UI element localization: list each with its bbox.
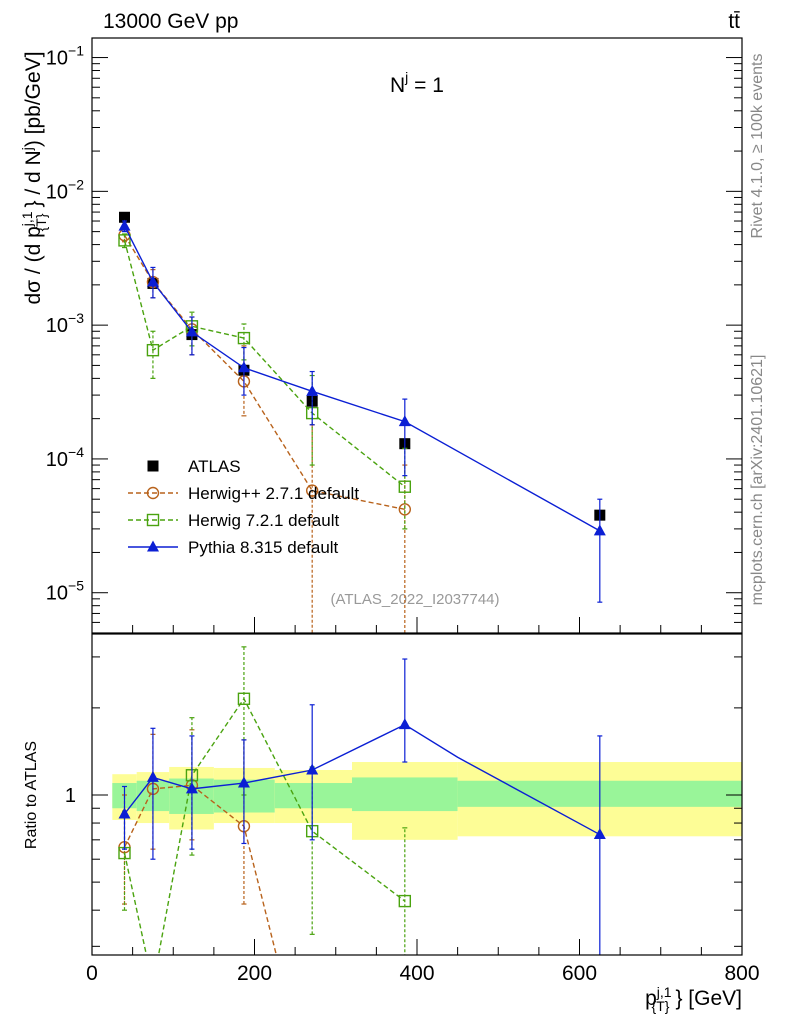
data-point <box>398 480 412 493</box>
y-tick-label: 10−2 <box>46 176 84 203</box>
data-point <box>118 219 131 231</box>
source-label: mcplots.cern.ch [arXiv:2401.10621] <box>749 355 766 606</box>
process-label: tt̄ <box>728 10 740 33</box>
nj-label: Nj = 1 <box>390 69 444 97</box>
legend-label: Herwig++ 2.7.1 default <box>188 484 359 503</box>
ratio-line <box>123 697 406 955</box>
data-point <box>593 524 606 536</box>
top-y-axis-label: dσ / (d pj,1{T}} / d Nj) [pb/GeV] <box>19 51 49 304</box>
data-point <box>146 275 159 287</box>
rivet-label: Rivet 4.1.0, ≥ 100k events <box>749 54 766 239</box>
ratio-point <box>306 763 319 775</box>
y-tick-label: 10−3 <box>46 310 84 337</box>
x-tick-label: 600 <box>562 962 597 985</box>
y-tick-label: 10−4 <box>46 444 84 471</box>
ratio-point <box>593 828 606 840</box>
ratio-y-axis-label: Ratio to ATLAS <box>23 741 40 849</box>
x-tick-label: 0 <box>86 962 98 985</box>
x-tick-label: 400 <box>399 962 434 985</box>
analysis-label: (ATLAS_2022_I2037744) <box>330 591 499 608</box>
ratio-point <box>237 692 251 705</box>
series-3 <box>118 219 606 603</box>
series-line <box>123 240 406 488</box>
legend-label: Herwig 7.2.1 default <box>188 511 339 530</box>
data-point <box>305 484 319 497</box>
ratio-point <box>146 770 159 782</box>
series-line <box>123 234 405 511</box>
ratio-line <box>123 723 601 836</box>
y-tick-label: 10−1 <box>46 43 84 70</box>
data-point <box>118 234 131 247</box>
ratio-tick-label-1: 1 <box>65 785 76 807</box>
data-point <box>306 384 319 396</box>
data-point <box>146 343 160 357</box>
ratio-point <box>185 782 198 794</box>
legend-label: ATLAS <box>188 457 241 476</box>
ratio-band-green <box>352 777 458 812</box>
ratio-point <box>118 807 131 819</box>
data-point <box>119 211 130 223</box>
ratio-point <box>398 894 412 908</box>
data-point <box>237 361 250 373</box>
x-tick-label: 200 <box>237 962 272 985</box>
data-point <box>185 325 198 337</box>
legend-label: Pythia 8.315 default <box>188 538 339 557</box>
legend-marker <box>147 540 159 552</box>
data-point <box>237 331 251 345</box>
legend-marker <box>146 486 160 500</box>
ratio-point <box>398 718 411 730</box>
legend-marker <box>146 513 160 527</box>
ratio-series-2 <box>118 658 606 955</box>
ratio-band-green <box>274 783 352 809</box>
energy-label: 13000 GeV pp <box>103 10 238 33</box>
x-axis-label: pj,1 {T}} [GeV] <box>645 984 742 1014</box>
ratio-point <box>237 776 250 788</box>
y-tick-label: 10−5 <box>46 578 84 605</box>
legend-marker <box>147 460 159 472</box>
x-tick-label: 800 <box>724 962 759 985</box>
data-point <box>398 415 411 427</box>
